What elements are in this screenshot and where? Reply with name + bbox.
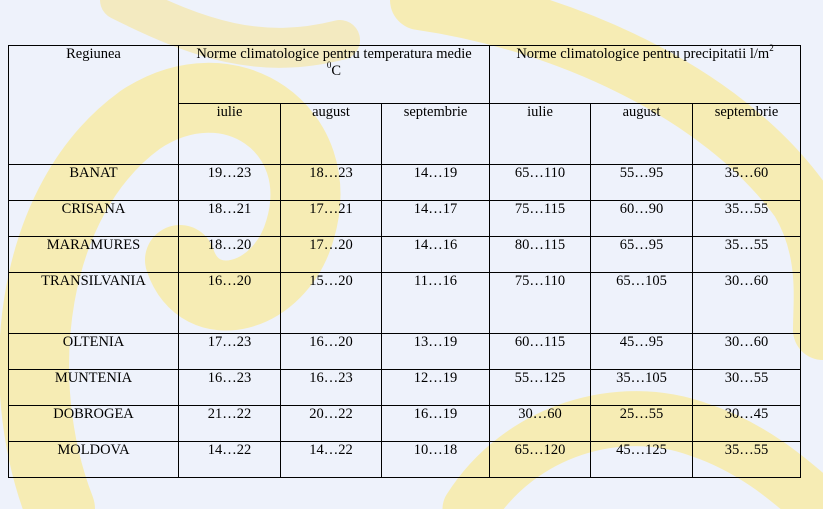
value-cell: 18…21 — [178, 200, 281, 237]
value-cell: 65…110 — [489, 164, 592, 201]
region-cell: CRISANA — [8, 200, 179, 237]
region-header-label: Regiunea — [66, 46, 121, 62]
value-cell: 16…23 — [280, 369, 382, 406]
region-cell: MARAMURES — [8, 236, 179, 273]
region-cell: MOLDOVA — [8, 441, 179, 478]
month-header-temp-august: august — [280, 103, 382, 165]
table-row: CRISANA 18…21 17…21 14…17 75…115 60…90 3… — [8, 200, 802, 237]
temperature-unit: 0C — [179, 60, 489, 80]
value-cell: 25…55 — [590, 405, 694, 442]
value-cell: 10…18 — [380, 441, 491, 478]
value-cell: 14…17 — [380, 200, 491, 237]
value-cell: 14…16 — [380, 236, 491, 273]
value-cell: 30…60 — [692, 333, 802, 370]
table-row: MOLDOVA 14…22 14…22 10…18 65…120 45…125 … — [8, 441, 802, 478]
value-cell: 18…20 — [178, 236, 281, 273]
table-row: MARAMURES 18…20 17…20 14…16 80…115 65…95… — [8, 236, 802, 273]
value-cell: 16…20 — [178, 272, 281, 334]
value-cell: 30…60 — [489, 405, 592, 442]
value-cell: 60…90 — [590, 200, 694, 237]
value-cell: 17…20 — [280, 236, 382, 273]
month-header-temp-july: iulie — [178, 103, 281, 165]
region-cell: MUNTENIA — [8, 369, 179, 406]
temperature-unit-letter: C — [331, 63, 342, 79]
region-column-header: Regiunea — [8, 45, 179, 165]
value-cell: 35…55 — [692, 236, 802, 273]
value-cell: 19…23 — [178, 164, 281, 201]
value-cell: 15…20 — [280, 272, 382, 334]
month-header-precip-september: septembrie — [692, 103, 802, 165]
table-row: OLTENIA 17…23 16…20 13…19 60…115 45…95 3… — [8, 333, 802, 370]
value-cell: 18…23 — [280, 164, 382, 201]
value-cell: 14…22 — [280, 441, 382, 478]
value-cell: 30…55 — [692, 369, 802, 406]
temperature-unit-degree: 0 — [326, 60, 332, 71]
value-cell: 20…22 — [280, 405, 382, 442]
value-cell: 16…23 — [178, 369, 281, 406]
table-row: MUNTENIA 16…23 16…23 12…19 55…125 35…105… — [8, 369, 802, 406]
value-cell: 30…60 — [692, 272, 802, 334]
region-cell: TRANSILVANIA — [8, 272, 179, 334]
precipitation-unit-exponent: 2 — [769, 43, 774, 54]
table-row: BANAT 19…23 18…23 14…19 65…110 55…95 35…… — [8, 164, 802, 201]
table-row: DOBROGEA 21…22 20…22 16…19 30…60 25…55 3… — [8, 405, 802, 442]
month-header-precip-july: iulie — [489, 103, 592, 165]
temperature-group-header: Norme climatologice pentru temperatura m… — [177, 45, 491, 104]
value-cell: 30…45 — [692, 405, 802, 442]
region-cell: DOBROGEA — [8, 405, 179, 442]
climate-norms-table: Regiunea Norme climatologice pentru temp… — [8, 43, 802, 478]
value-cell: 12…19 — [380, 369, 491, 406]
precipitation-group-label: Norme climatologice pentru precipitatii … — [516, 46, 770, 62]
value-cell: 14…22 — [178, 441, 281, 478]
value-cell: 45…95 — [590, 333, 694, 370]
precipitation-group-header: Norme climatologice pentru precipitatii … — [489, 43, 802, 104]
region-cell: OLTENIA — [8, 333, 179, 370]
value-cell: 14…19 — [380, 164, 491, 201]
value-cell: 16…20 — [280, 333, 382, 370]
value-cell: 80…115 — [489, 236, 592, 273]
table-header-row: Regiunea Norme climatologice pentru temp… — [8, 43, 802, 165]
value-cell: 65…105 — [590, 272, 694, 334]
month-header-precip-august: august — [590, 103, 694, 165]
value-cell: 35…105 — [590, 369, 694, 406]
value-cell: 55…95 — [590, 164, 694, 201]
value-cell: 16…19 — [380, 405, 491, 442]
value-cell: 75…110 — [489, 272, 592, 334]
month-header-row: iulie august septembrie iulie august sep… — [9, 103, 802, 165]
value-cell: 65…120 — [489, 441, 592, 478]
month-header-temp-september: septembrie — [380, 103, 491, 165]
value-cell: 21…22 — [178, 405, 281, 442]
value-cell: 60…115 — [489, 333, 592, 370]
value-cell: 35…60 — [692, 164, 802, 201]
value-cell: 55…125 — [489, 369, 592, 406]
value-cell: 17…23 — [178, 333, 281, 370]
value-cell: 75…115 — [489, 200, 592, 237]
value-cell: 17…21 — [280, 200, 382, 237]
value-cell: 11…16 — [380, 272, 491, 334]
value-cell: 45…125 — [590, 441, 694, 478]
value-cell: 35…55 — [692, 441, 802, 478]
region-cell: BANAT — [8, 164, 179, 201]
value-cell: 35…55 — [692, 200, 802, 237]
value-cell: 13…19 — [380, 333, 491, 370]
table-row: TRANSILVANIA 16…20 15…20 11…16 75…110 65… — [8, 272, 802, 334]
temperature-group-label: Norme climatologice pentru temperatura m… — [196, 46, 472, 62]
value-cell: 65…95 — [590, 236, 694, 273]
